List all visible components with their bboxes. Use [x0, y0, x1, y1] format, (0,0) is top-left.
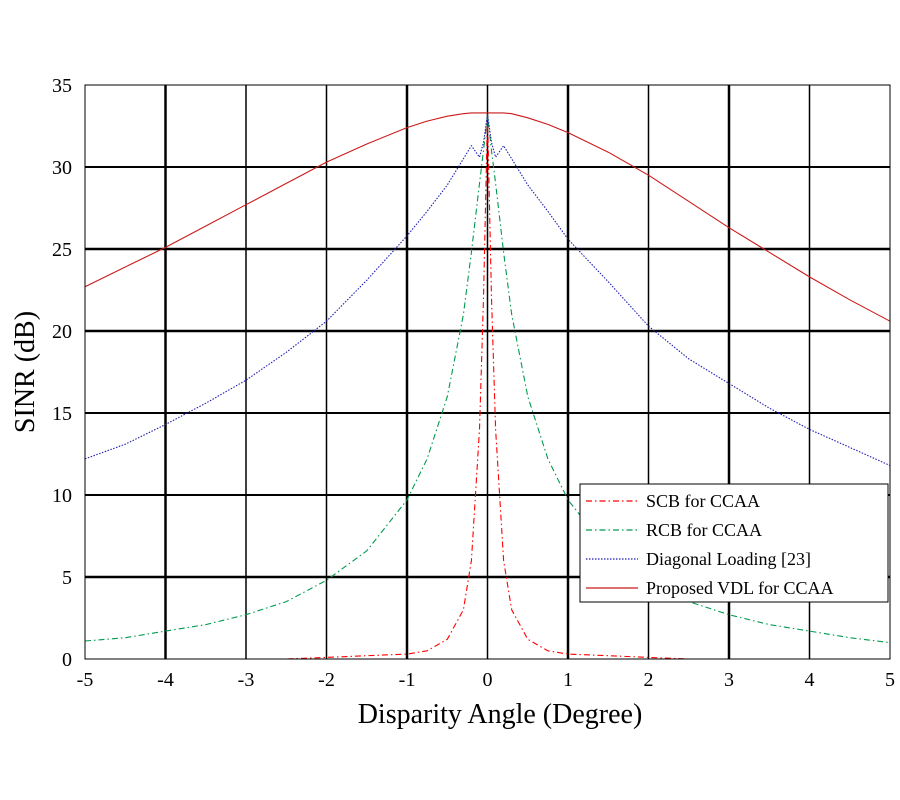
x-tick-label: 0 — [483, 669, 493, 691]
y-tick-label: 15 — [52, 403, 72, 425]
x-tick-label: -2 — [318, 669, 335, 691]
tick-layer: -5 -4 -3 -2 -1 0 1 2 3 4 5 0 5 10 15 20 25 30 35 — [52, 75, 895, 691]
plot-frame — [84, 84, 891, 660]
series-line-diagonal-loading-23 — [84, 113, 891, 467]
x-axis-title: Disparity Angle (Degree) — [358, 699, 643, 730]
y-tick-label: 5 — [62, 567, 72, 589]
legend-label: RCB for CCAA — [646, 520, 762, 540]
y-tick-label: 25 — [52, 239, 72, 261]
y-tick-label: 30 — [52, 157, 72, 179]
x-tick-label: 4 — [805, 669, 815, 691]
x-tick-label: -4 — [157, 669, 174, 691]
y-tick-label: 20 — [52, 321, 72, 343]
x-tick-label: 1 — [563, 669, 573, 691]
x-tick-label: 2 — [644, 669, 654, 691]
y-axis-title: SINR (dB) — [10, 311, 41, 433]
x-tick-label: -1 — [399, 669, 416, 691]
legend-label: SCB for CCAA — [646, 491, 760, 511]
legend-box — [579, 483, 889, 603]
legend-label: Diagonal Loading [23] — [646, 549, 811, 569]
legend: SCB for CCAA RCB for CCAA Diagonal Loading… — [579, 483, 889, 603]
y-tick-label: 35 — [52, 75, 72, 97]
x-tick-label: 3 — [724, 669, 734, 691]
x-tick-label: -3 — [238, 669, 255, 691]
series-line-proposed-vdl-for-ccaa — [84, 112, 891, 322]
x-tick-label: 5 — [885, 669, 895, 691]
x-tick-label: -5 — [77, 669, 94, 691]
y-tick-label: 0 — [62, 649, 72, 671]
legend-label: Proposed VDL for CCAA — [646, 578, 834, 598]
y-tick-label: 10 — [52, 485, 72, 507]
